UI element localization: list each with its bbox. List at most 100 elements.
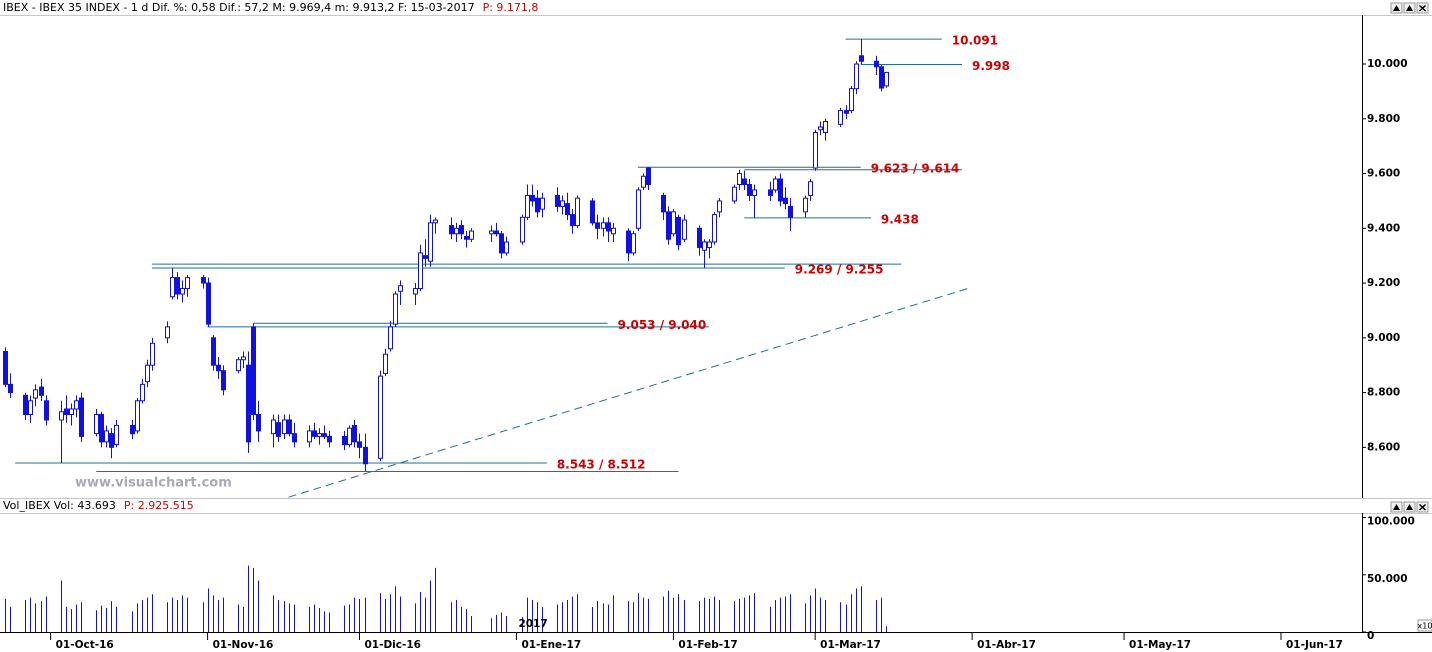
candle-body	[383, 353, 388, 374]
candle-body	[99, 413, 104, 443]
candle-body	[109, 433, 114, 448]
trendline	[288, 286, 973, 498]
candle-body	[282, 419, 287, 435]
candle-body	[712, 214, 717, 243]
candle-body	[601, 222, 606, 229]
y-tick-label: 9.600	[1367, 168, 1400, 180]
candle-body	[357, 441, 362, 448]
y-tick-label: 10.000	[1367, 58, 1408, 70]
candle-body	[352, 424, 357, 443]
candle-body	[33, 389, 38, 399]
candle-body	[79, 397, 84, 437]
candle-body	[641, 175, 646, 188]
x-tick-label: 01-Feb-17	[678, 639, 737, 651]
level-label: 9.269 / 9.255	[795, 263, 884, 277]
candle-body	[595, 222, 600, 229]
candle-body	[185, 277, 190, 290]
candle-body	[271, 419, 276, 435]
icon	[1418, 4, 1427, 12]
candle-body	[74, 400, 79, 410]
candle-body	[418, 252, 423, 290]
candle-body	[768, 189, 773, 196]
level-label: 9.623 / 9.614	[871, 162, 960, 176]
y-tick-label: 9.800	[1367, 113, 1400, 125]
candle-body	[464, 236, 469, 240]
x-tick-label: 01-Jun-17	[1286, 639, 1343, 651]
volume-panel	[5, 565, 887, 632]
candle-body	[150, 342, 155, 366]
y-tick-label: 8.600	[1367, 441, 1400, 453]
window-buttons[interactable]	[1390, 2, 1429, 513]
candle-body	[114, 424, 119, 446]
candle-body	[884, 71, 889, 87]
level-label: 9.438	[881, 212, 919, 226]
header-title: IBEX - IBEX 35 INDEX - 1 d Dif. %: 0,58 …	[3, 1, 475, 14]
candle-body	[504, 241, 509, 254]
x-tick-label: 01-Nov-16	[213, 639, 274, 651]
candle-body	[236, 359, 241, 372]
candle-body	[322, 433, 327, 437]
icon	[1393, 5, 1400, 11]
candle-body	[788, 205, 793, 218]
candle-body	[499, 233, 504, 254]
candle-body	[140, 383, 145, 402]
candle-body	[216, 364, 221, 372]
candle-body	[752, 189, 757, 196]
icon	[1406, 5, 1413, 11]
y-tick-label: 9.000	[1367, 332, 1400, 344]
candle-body	[631, 233, 636, 254]
candle-body	[8, 383, 13, 394]
x-tick-label: 01-Dic-16	[364, 639, 420, 651]
candle-body	[707, 241, 712, 248]
candle-body	[206, 282, 211, 325]
volume-price: P: 2.925.515	[124, 499, 194, 512]
candle-body	[246, 364, 251, 443]
candle-body	[697, 227, 702, 248]
candle-body	[626, 230, 631, 254]
candle-body	[130, 424, 135, 435]
candle-body	[803, 197, 808, 213]
candle-body	[737, 173, 742, 185]
x-tick-label: 01-May-17	[1129, 639, 1191, 651]
candle-body	[241, 356, 246, 361]
candle-body	[783, 197, 788, 205]
candle-body	[428, 222, 433, 262]
candle-body	[540, 197, 545, 210]
watermark: www.visualchart.com	[75, 476, 232, 491]
icon	[1406, 504, 1413, 510]
candle-body	[560, 200, 565, 207]
volume-tick-label: 0	[1367, 630, 1374, 642]
level-label: 9.053 / 9.040	[618, 318, 707, 332]
icon	[1418, 503, 1427, 511]
candle-body	[145, 364, 150, 383]
volume-tick-label: 100.000	[1367, 516, 1415, 528]
candle-body	[342, 435, 347, 446]
candle-body	[327, 435, 332, 443]
candle-body	[732, 186, 737, 202]
candle-body	[494, 230, 499, 235]
candle-body	[469, 230, 474, 240]
candle-body	[28, 400, 33, 415]
candle-body	[838, 110, 843, 125]
candle-body	[671, 211, 676, 235]
candle-body	[307, 430, 312, 443]
candle-body	[276, 422, 281, 437]
candle-body	[180, 288, 185, 295]
candle-body	[454, 227, 459, 235]
scale-box	[1417, 619, 1432, 632]
candle-body	[39, 386, 44, 396]
candle-body	[676, 216, 681, 246]
candle-body	[611, 227, 616, 235]
candle-body	[565, 203, 570, 216]
candle-body	[23, 394, 28, 415]
candle-body	[742, 178, 747, 185]
candle-body	[818, 126, 823, 131]
candle-body	[211, 337, 216, 366]
candle-body	[702, 241, 707, 251]
candle-body	[666, 211, 671, 240]
candle-body	[135, 400, 140, 432]
candle-body	[398, 285, 403, 292]
candle-body	[59, 411, 64, 421]
candle-body	[646, 167, 651, 185]
